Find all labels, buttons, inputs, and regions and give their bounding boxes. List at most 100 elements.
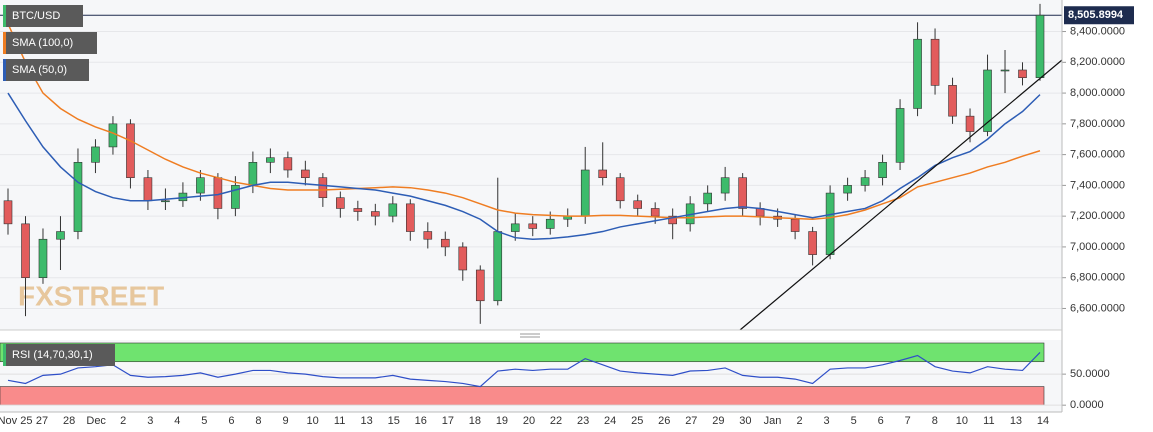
x-tick-label: 3	[824, 415, 830, 427]
x-tick-label: Jan	[764, 415, 782, 427]
legend-label: SMA (50,0)	[12, 64, 67, 76]
x-tick-label: 15	[388, 415, 400, 427]
candle-body	[458, 246, 468, 271]
y-tick-label: 50.0000	[1070, 368, 1110, 380]
watermark: FXSTREET	[18, 280, 164, 311]
candle-body	[878, 162, 887, 178]
candle-body	[336, 197, 345, 209]
y-tick-label: 7,800.0000	[1070, 118, 1125, 130]
candle-body	[388, 203, 398, 217]
y-tick-label: 8,000.0000	[1070, 87, 1125, 99]
x-tick-label: 17	[442, 415, 454, 427]
y-tick-label: 8,200.0000	[1070, 56, 1125, 68]
grid	[0, 31, 1066, 406]
x-tick-label: 6	[878, 415, 884, 427]
candle-body	[38, 238, 48, 278]
x-tick-label: 2	[796, 415, 802, 427]
candle-body	[371, 211, 380, 217]
legend-box[interactable]	[3, 5, 83, 27]
legend-box[interactable]	[3, 344, 115, 366]
candle-body	[860, 177, 870, 186]
legend-label: SMA (100,0)	[12, 37, 73, 49]
splitter-handle[interactable]	[520, 333, 540, 338]
candle-body	[283, 157, 293, 171]
candle-body	[843, 185, 852, 194]
legend-label: BTC/USD	[12, 10, 60, 22]
candle-body	[825, 192, 835, 255]
legend-box[interactable]	[3, 59, 89, 81]
x-tick-label: Nov 25	[0, 415, 32, 427]
x-tick-label: 6	[228, 415, 234, 427]
y-tick-label: 6,600.0000	[1070, 302, 1125, 314]
candle-body	[108, 123, 118, 148]
candle-body	[213, 177, 223, 209]
candle-body	[1035, 14, 1045, 78]
last-price-box	[1064, 6, 1134, 25]
x-tick-label: 11	[983, 415, 994, 427]
candle-body	[510, 223, 520, 232]
candle-body	[73, 162, 83, 232]
candle-body	[545, 218, 555, 229]
legend-swatch	[3, 344, 6, 366]
x-tick-label: 20	[523, 415, 535, 427]
candle-body	[56, 231, 65, 240]
candle-body	[598, 169, 608, 178]
legend-box[interactable]	[3, 32, 97, 54]
candle-body	[720, 177, 730, 194]
x-tick-label: 16	[415, 415, 427, 427]
y-tick-label: 8,400.0000	[1070, 25, 1125, 37]
candle-body	[913, 38, 922, 109]
legend: BTC/USD SMA (100,0) SMA (50,0) RSI (14,7…	[3, 5, 115, 366]
oversold-zone	[0, 386, 1045, 406]
candle-body	[668, 215, 677, 225]
sma-line	[7, 23, 1041, 220]
candle-body	[475, 269, 485, 302]
x-tick-label: 2	[120, 415, 126, 427]
x-tick-label: 22	[550, 415, 562, 427]
candle-body	[423, 231, 433, 240]
candle-body	[965, 115, 975, 132]
candle-body	[633, 200, 642, 209]
candle-body	[161, 200, 170, 203]
x-tick-label: 25	[631, 415, 643, 427]
y-tick-label: 7,000.0000	[1070, 241, 1125, 253]
x-tick-label: 28	[63, 415, 75, 427]
candle-body	[1000, 69, 1010, 72]
x-tick-label: 11	[334, 415, 345, 427]
candle-body	[1018, 69, 1027, 78]
last-price-label: 8,505.8994	[1068, 9, 1124, 21]
candle-body	[301, 169, 310, 178]
candle-body	[248, 162, 258, 186]
candle-body	[21, 223, 30, 278]
rsi-line	[7, 351, 1041, 388]
candle-body	[126, 123, 135, 178]
candle-body	[895, 108, 905, 163]
candle-body	[266, 157, 275, 163]
legend-swatch	[3, 32, 6, 54]
candle-body	[948, 85, 957, 117]
legend-swatch	[3, 5, 6, 27]
x-tick-label: 4	[174, 415, 180, 427]
x-tick-label: 18	[469, 415, 481, 427]
y-tick-label: 7,200.0000	[1070, 210, 1125, 222]
candle-body	[615, 177, 625, 202]
legend-label: RSI (14,70,30,1)	[12, 349, 93, 361]
candle-body	[231, 185, 240, 209]
legend-swatch	[3, 59, 6, 81]
x-tick-label: 3	[147, 415, 153, 427]
x-tick-label: 9	[282, 415, 288, 427]
x-tick-label: 26	[658, 415, 670, 427]
x-tick-label: 8	[255, 415, 261, 427]
x-tick-label: 27	[36, 415, 48, 427]
y-tick-label: 7,400.0000	[1070, 179, 1125, 191]
x-tick-label: 7	[905, 415, 911, 427]
marks	[0, 3, 1062, 388]
candle-body	[930, 38, 940, 86]
x-tick-label: 29	[712, 415, 724, 427]
x-tick-label: Dec	[86, 415, 106, 427]
candle-body	[738, 177, 747, 209]
x-tick-label: 8	[932, 415, 938, 427]
candle-body	[493, 231, 503, 302]
trend-line	[739, 59, 1063, 331]
x-tick-label: 24	[604, 415, 616, 427]
